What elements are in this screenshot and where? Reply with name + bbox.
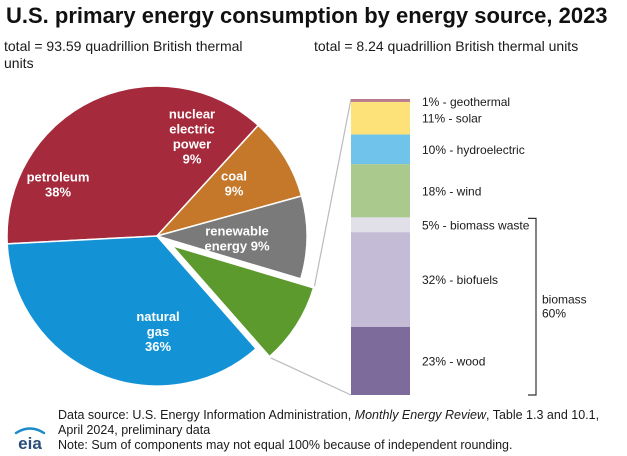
footer-source-title: Monthly Energy Review <box>354 408 486 422</box>
pie-slice-coal <box>154 195 308 280</box>
pie-chart <box>6 85 316 387</box>
stacked-bar <box>351 99 410 395</box>
connector-line-top <box>313 98 352 288</box>
bar-label-wood: 23% - wood <box>422 354 485 368</box>
pie-label-nuclear: nuclear electric power 9% <box>169 107 215 167</box>
bar-label-biomass-waste: 5% - biomass waste <box>422 218 530 232</box>
eia-logo: eia <box>14 427 46 452</box>
pie-label-petroleum: petroleum 38% <box>27 170 90 200</box>
bar-segment-wind <box>351 164 410 218</box>
biomass-bracket-line <box>528 217 537 396</box>
connector-lines <box>269 98 352 396</box>
bar-segment-biomass-waste <box>351 217 410 233</box>
footer-source-line: Data source: U.S. Energy Information Adm… <box>58 408 599 423</box>
bar-label-geothermal: 1% - geothermal <box>422 95 510 109</box>
footer-rounding-note: Note: Sum of components may not equal 10… <box>58 438 513 452</box>
biomass-group-label: biomass 60% <box>542 293 587 321</box>
pie-label-renewable: renewable energy 9% <box>204 224 269 254</box>
stacked-bar-labels: 1% - geothermal 11% - solar 10% - hydroele… <box>422 95 530 368</box>
bar-segment-hydroelectric <box>351 134 410 165</box>
pie-slice-natural-gas <box>6 235 258 387</box>
bar-label-wind: 18% - wind <box>422 184 481 198</box>
pie-labels: petroleum 38% nuclear electric power 9%coal 9%… <box>27 107 270 355</box>
bar-segment-solar <box>351 101 410 135</box>
pie-label-coal: coal 9% <box>221 169 247 199</box>
bar-segment-wood <box>351 326 410 395</box>
bar-segment-geothermal <box>351 99 410 102</box>
bar-segment-biofuels <box>351 232 410 327</box>
svg-text:eia: eia <box>18 434 42 452</box>
footer-source-prefix: Data source: U.S. Energy Information Adm… <box>58 408 355 422</box>
footer-source-suffix: , Table 1.3 and 10.1, <box>485 408 600 422</box>
connector-line-bottom <box>269 356 352 396</box>
biomass-bracket: biomass 60% <box>528 217 587 396</box>
pie-slice-petroleum <box>6 85 260 245</box>
bar-label-solar: 11% - solar <box>422 112 482 126</box>
footer-date-line: April 2024, preliminary data <box>58 423 211 437</box>
page-title: U.S. primary energy consumption by energ… <box>6 3 608 28</box>
pie-label-natural-gas: natural gas 36% <box>136 309 179 354</box>
pie-slice-nuclear <box>154 124 303 238</box>
bar-label-hydroelectric: 10% - hydroelectric <box>422 143 525 157</box>
bar-label-biofuels: 32% - biofuels <box>422 273 498 287</box>
footer-note: Data source: U.S. Energy Information Adm… <box>58 408 599 453</box>
pie-total-subtitle: total = 93.59 quadrillion British therma… <box>4 38 243 71</box>
renewable-total-subtitle: total = 8.24 quadrillion British thermal… <box>314 38 579 54</box>
pie-slice-renewable <box>166 242 316 360</box>
